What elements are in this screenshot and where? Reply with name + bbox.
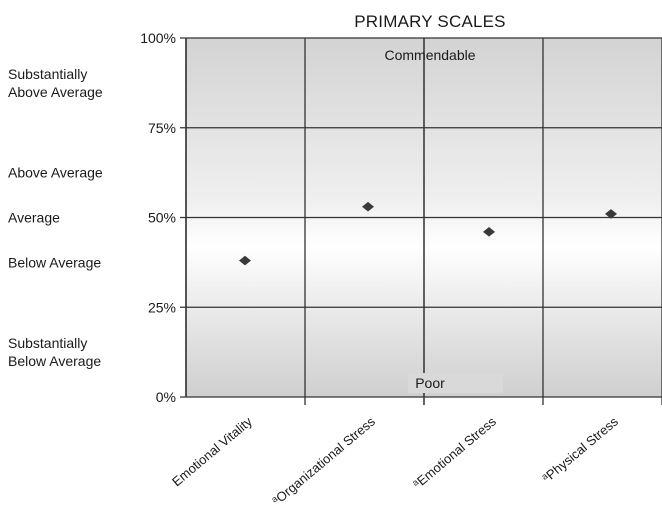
band-label: Substantially <box>8 335 87 351</box>
y-tick-label: 50% <box>148 210 176 226</box>
category-label: aPhysical Stress <box>539 413 621 485</box>
grid-lines <box>180 37 662 405</box>
band-label: Below Average <box>8 353 101 369</box>
category-label: aEmotional Stress <box>410 413 499 491</box>
y-tick-label: 100% <box>140 30 176 46</box>
annotation-poor: Poor <box>415 375 445 391</box>
chart-title: PRIMARY SCALES <box>354 12 505 31</box>
band-labels: Substantially Above Average Above Average A… <box>8 66 103 369</box>
data-marker <box>605 209 617 219</box>
y-tick-label: 0% <box>156 389 176 405</box>
data-marker <box>239 255 251 266</box>
band-label: Below Average <box>8 254 101 270</box>
category-label: aOrganizational Stress <box>269 413 378 508</box>
annotation-poor-background <box>408 373 503 393</box>
annotation-commendable: Commendable <box>384 47 475 63</box>
band-label: Average <box>8 210 60 226</box>
y-tick-label: 25% <box>148 299 176 315</box>
band-label: Substantially <box>8 66 87 82</box>
band-label: Above Average <box>8 84 103 100</box>
data-marker <box>483 227 495 237</box>
y-tick-label: 75% <box>148 120 176 136</box>
category-label: Emotional Vitality <box>169 413 255 489</box>
band-label: Above Average <box>8 165 103 181</box>
data-marker <box>362 201 374 212</box>
data-markers <box>239 201 617 266</box>
y-tick-labels: 0% 25% 50% 75% 100% <box>140 30 176 405</box>
